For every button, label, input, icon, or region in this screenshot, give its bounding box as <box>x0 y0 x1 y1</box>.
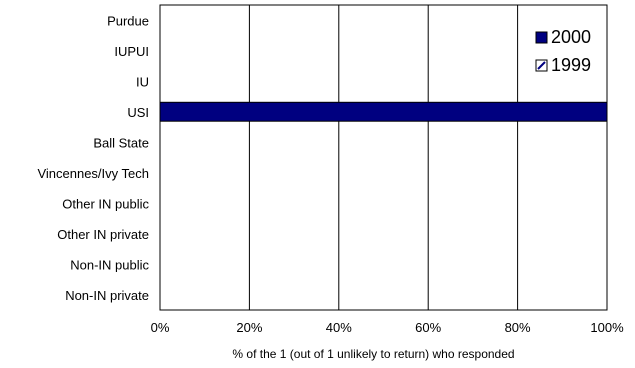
legend: 2000 1999 <box>535 27 591 75</box>
x-tick-labels: 0% 20% 40% 60% 80% 100% <box>151 320 624 335</box>
category-label: Non-IN private <box>65 288 149 303</box>
gridlines <box>248 5 519 310</box>
x-tick-label: 80% <box>505 320 531 335</box>
bar-2000 <box>159 101 608 122</box>
category-labels: Purdue IUPUI IU USI Ball State Vincennes/Ivy … <box>37 13 149 303</box>
category-label: Purdue <box>107 13 149 28</box>
category-label: Other IN private <box>57 227 149 242</box>
x-tick-label: 60% <box>415 320 441 335</box>
legend-swatch-pattern <box>537 61 546 70</box>
category-label: USI <box>127 105 149 120</box>
bars <box>159 101 608 122</box>
x-tick-label: 100% <box>590 320 624 335</box>
plot-area-frame <box>159 4 608 311</box>
category-label: Non-IN public <box>70 257 149 272</box>
x-tick-label: 40% <box>326 320 352 335</box>
legend-swatch <box>535 31 548 44</box>
legend-label: 1999 <box>551 55 591 75</box>
x-axis-title: % of the 1 (out of 1 unlikely to return)… <box>232 347 514 361</box>
category-label: IU <box>136 74 149 89</box>
x-tick-label: 0% <box>151 320 170 335</box>
legend-label: 2000 <box>551 27 591 47</box>
category-label: IUPUI <box>114 44 149 59</box>
category-label: Other IN public <box>62 196 149 211</box>
category-label: Ball State <box>93 135 149 150</box>
category-label: Vincennes/Ivy Tech <box>37 166 149 181</box>
x-tick-label: 20% <box>236 320 262 335</box>
